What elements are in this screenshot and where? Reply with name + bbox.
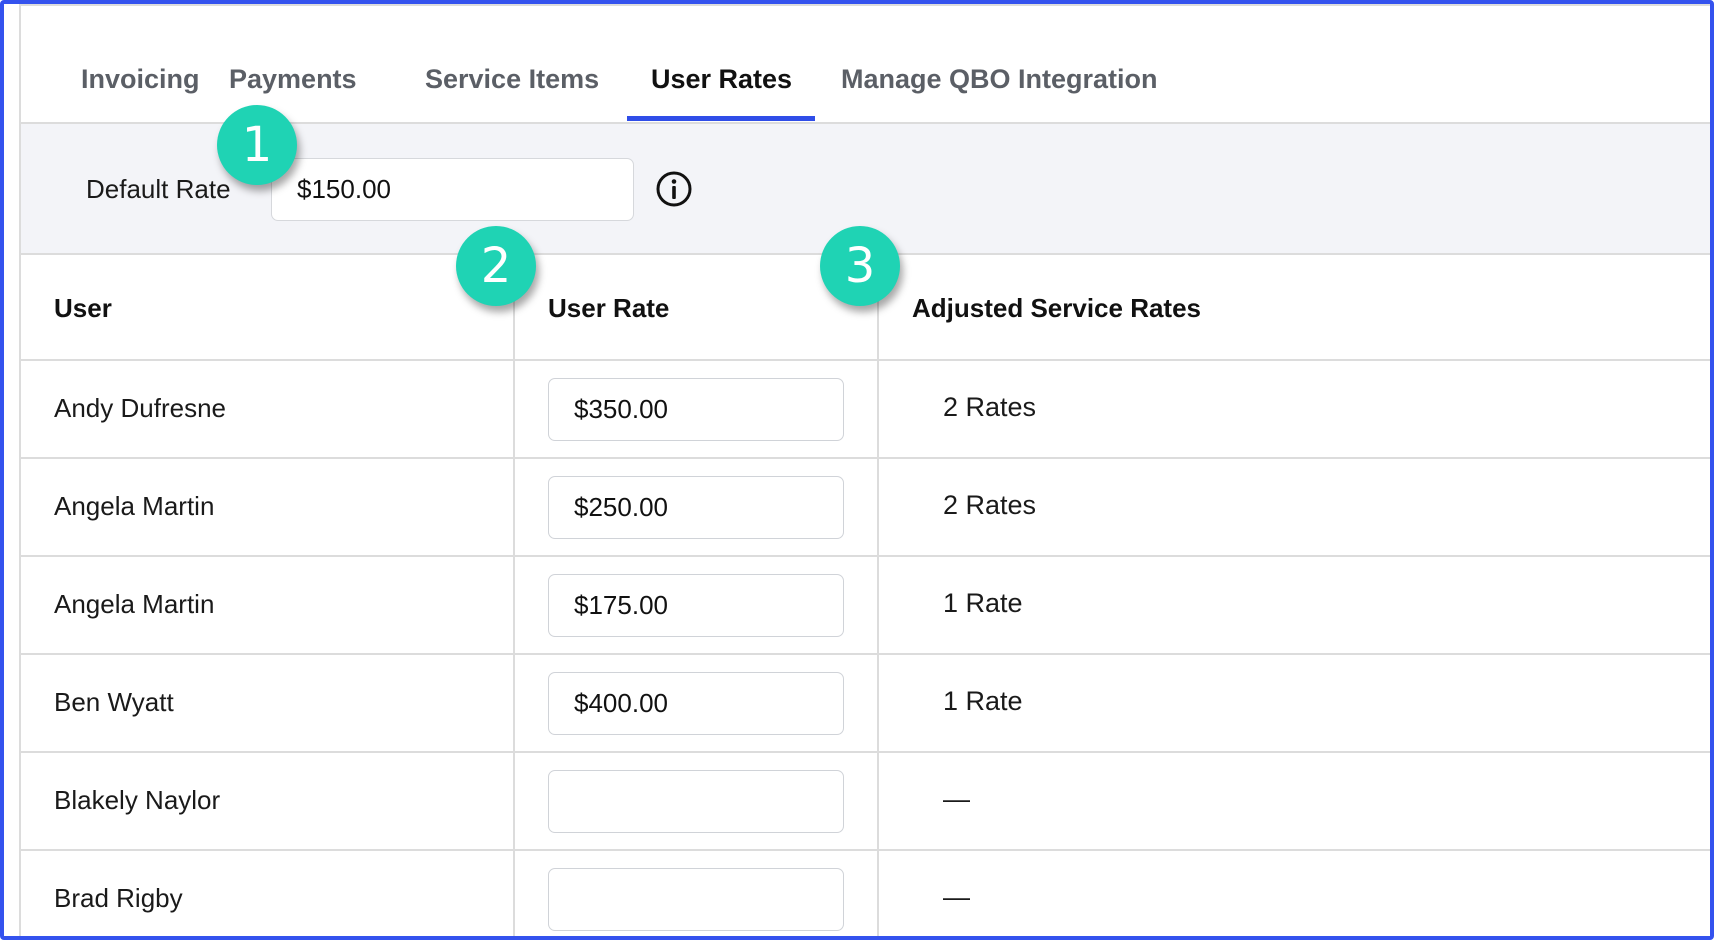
column-divider [513, 255, 515, 936]
adjusted-rates-empty: — [943, 882, 970, 912]
header-user-rate: User Rate [548, 293, 670, 323]
adjusted-rates-link[interactable]: 1 Rate [943, 588, 1023, 618]
table-row: Angela Martin 1 Rate [21, 557, 1710, 655]
header-user: User [54, 293, 112, 323]
table-row: Brad Rigby — [21, 851, 1710, 936]
adjusted-rates-empty: — [943, 784, 970, 814]
tab-payments[interactable]: Payments [229, 64, 357, 94]
tab-service-items[interactable]: Service Items [425, 64, 600, 94]
table-row: Angela Martin 2 Rates [21, 459, 1710, 557]
table-header: User User Rate Adjusted Service Rates [21, 255, 1710, 361]
tab-invoicing[interactable]: Invoicing [81, 64, 200, 94]
table-row: Andy Dufresne 2 Rates [21, 361, 1710, 459]
header-adjusted-service-rates: Adjusted Service Rates [912, 293, 1202, 323]
default-rate-input[interactable] [271, 158, 634, 221]
user-name: Angela Martin [54, 491, 215, 521]
callout-badge-1: 1 [217, 105, 297, 185]
tab-manage-qbo-integration[interactable]: Manage QBO Integration [841, 64, 1158, 94]
column-divider [877, 255, 879, 936]
table-row: Ben Wyatt 1 Rate [21, 655, 1710, 753]
adjusted-rates-link[interactable]: 2 Rates [943, 490, 1037, 520]
user-name: Andy Dufresne [54, 393, 226, 423]
tab-bar: Invoicing Payments Service Items User Ra… [21, 6, 1710, 124]
user-rate-input[interactable] [548, 476, 844, 539]
user-rate-input[interactable] [548, 770, 844, 833]
adjusted-rates-link[interactable]: 1 Rate [943, 686, 1023, 716]
user-rate-input[interactable] [548, 574, 844, 637]
user-name: Blakely Naylor [54, 785, 221, 815]
user-rate-input[interactable] [548, 672, 844, 735]
table-row: Blakely Naylor — [21, 753, 1710, 851]
user-rates-table: User User Rate Adjusted Service Rates An… [21, 255, 1710, 936]
callout-badge-2: 2 [456, 226, 536, 306]
active-tab-indicator [627, 116, 815, 121]
user-name: Angela Martin [54, 589, 215, 619]
adjusted-rates-link[interactable]: 2 Rates [943, 392, 1037, 422]
callout-badge-3: 3 [820, 226, 900, 306]
user-rate-input[interactable] [548, 378, 844, 441]
user-rate-input[interactable] [548, 868, 844, 931]
info-circle-icon[interactable] [655, 170, 693, 208]
settings-panel: Invoicing Payments Service Items User Ra… [19, 4, 1710, 936]
default-rate-label: Default Rate [86, 174, 231, 204]
user-name: Brad Rigby [54, 883, 183, 913]
tab-user-rates[interactable]: User Rates [651, 64, 793, 94]
user-name: Ben Wyatt [54, 687, 174, 717]
